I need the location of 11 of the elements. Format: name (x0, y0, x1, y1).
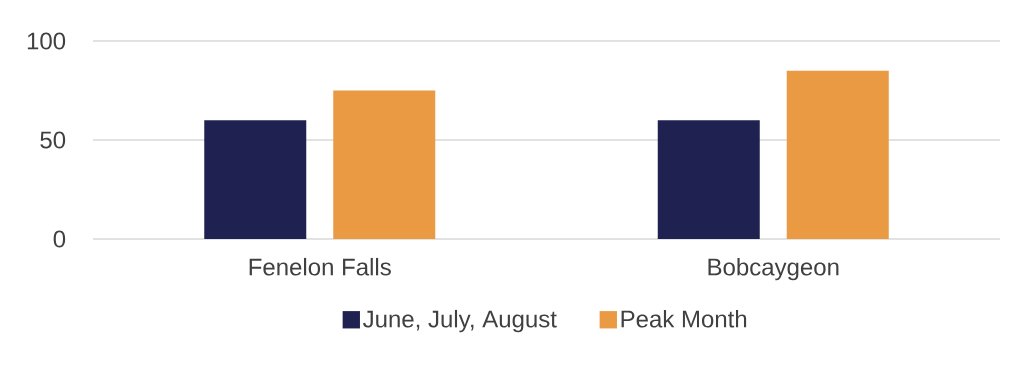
x-tick-label: Bobcaygeon (708, 257, 839, 281)
y-tick-label: 100 (27, 32, 66, 50)
bar (657, 120, 760, 239)
bar (333, 90, 436, 239)
y-tick-label: 0 (53, 230, 66, 248)
bar (204, 120, 307, 239)
y-tick-label: 50 (40, 131, 66, 149)
x-tick-label: Fenelon Falls (249, 257, 391, 276)
legend-label: Peak Month (621, 309, 747, 328)
legend-label: June, July, August (363, 309, 557, 333)
bar (786, 70, 889, 239)
